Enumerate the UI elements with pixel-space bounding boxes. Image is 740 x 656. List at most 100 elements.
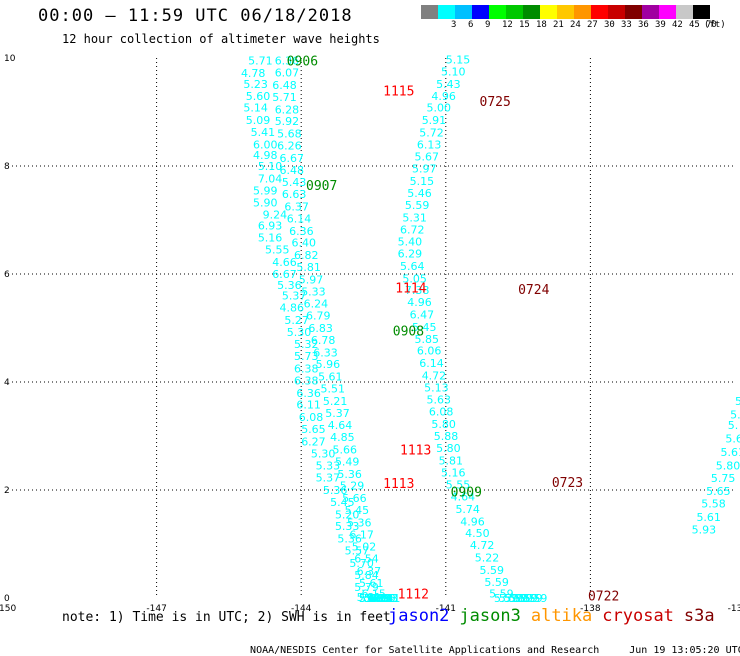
x-tick-label: -141 — [436, 604, 456, 614]
wave-height-value: 5.32 — [294, 338, 319, 351]
wave-height-value: 5.30 — [287, 326, 312, 339]
legend-swatch — [421, 5, 438, 19]
legend-labels: 3 6 9 12 15 18 21 24 27 30 33 36 39 42 45 70 (ft) — [421, 19, 726, 33]
legend-label: 36 — [638, 20, 649, 30]
wave-height-value: 5.21 — [323, 395, 348, 408]
x-tick-label: -144 — [291, 604, 312, 614]
wave-height-value: 5.16 — [441, 467, 466, 480]
wave-height-value: 6.11 — [296, 399, 321, 412]
wave-height-value: 5.72 — [419, 127, 444, 140]
legend-label: 39 — [655, 20, 666, 30]
wave-height-value: 5.66 — [342, 492, 367, 505]
wave-height-value: 5.58 — [366, 592, 391, 605]
wave-height-value: 5.33 — [301, 285, 326, 298]
wave-height-value: 5.43 — [436, 78, 461, 91]
x-tick-label: -147 — [146, 604, 166, 614]
wave-height-value: 7.04 — [258, 172, 283, 185]
legend-label: 6 — [468, 20, 474, 30]
wave-height-value: 5.02 — [352, 541, 377, 554]
legend-swatch — [625, 5, 642, 19]
wave-height-value: 5.39 — [366, 592, 391, 605]
legend-label: 45 — [689, 20, 700, 30]
legend-label: 18 — [536, 20, 547, 30]
footer-date: Jun 19 13:05:20 UTC 2018 — [629, 645, 740, 656]
legend-swatch — [472, 5, 489, 19]
wave-height-value: 5.36 — [323, 484, 348, 497]
wave-height-value: 5.81 — [439, 454, 464, 467]
pass-time-label: 0908 — [393, 325, 424, 340]
chart-title: 00:00 – 11:59 UTC 06/18/2018 — [38, 6, 353, 26]
wave-height-value: 5.71 — [272, 91, 297, 104]
wave-height-value: 5.36 — [347, 516, 372, 529]
legend-label: 70 — [706, 20, 717, 30]
wave-height-value: 5.59 — [489, 588, 514, 601]
wave-height-value: 5.22 — [475, 552, 500, 565]
legend-swatch — [642, 5, 659, 19]
legend-swatch — [574, 5, 591, 19]
wave-height-value: 5.71 — [248, 55, 273, 68]
pass-time-label: 1113 — [383, 477, 414, 492]
pass-time-label: 0906 — [287, 55, 318, 70]
wave-height-value: 5.88 — [434, 430, 459, 443]
satellite-label: s3a — [683, 606, 715, 626]
wave-height-value: 6.78 — [311, 334, 336, 347]
wave-height-value: 5.65 — [706, 485, 731, 498]
legend-swatch — [676, 5, 693, 19]
wave-height-value: 5.14 — [243, 102, 267, 115]
wave-height-value: 6.36 — [296, 387, 321, 400]
y-tick-label: 10 — [4, 54, 16, 64]
axis-ticks: -150 -147 -144 -141 -138 -13 0 2 4 6 8 10 — [0, 54, 740, 614]
pass-time-label: 1114 — [395, 282, 426, 297]
wave-height-value: 5.84 — [354, 569, 379, 582]
wave-height-value: 4.50 — [465, 527, 490, 540]
wave-height-value: 5.36 — [277, 279, 302, 292]
wave-height-value: 5.50 — [371, 592, 396, 605]
wave-height-value: 5.37 — [325, 407, 350, 420]
wave-height-value: 6.53 — [374, 592, 399, 605]
wave-height-value: 5.75 — [711, 472, 736, 485]
wave-height-value: 5.79 — [354, 581, 379, 594]
legend-label: 15 — [519, 20, 530, 30]
wave-height-value: 6.26 — [277, 139, 302, 152]
legend-swatch — [591, 5, 608, 19]
pass-time-label: 0723 — [552, 476, 583, 491]
wave-height-value: 6.48 — [280, 164, 305, 177]
satellite-label: altika — [530, 606, 593, 626]
wave-height-value: 4.64 — [451, 490, 476, 503]
pass-time-label: 0907 — [306, 179, 337, 194]
note-text: note: 1) Time is in UTC; 2) SWH is in fe… — [62, 610, 391, 625]
wave-height-value: 5.55 — [265, 244, 290, 257]
wave-height-value: 5. — [730, 408, 740, 421]
wave-height-value: 5.59 — [508, 592, 532, 605]
pass-time-label: 0722 — [588, 589, 619, 604]
wave-height-value: 5.60 — [246, 90, 271, 103]
wave-height-value: 6.93 — [258, 219, 283, 232]
wave-height-value: 5.59 — [480, 564, 505, 577]
wave-height-value: 5.13 — [424, 381, 449, 394]
legend-swatch — [455, 5, 472, 19]
wave-height-value: 6.67 — [280, 152, 305, 165]
x-tick-label: -150 — [0, 604, 16, 614]
wave-height-value: 5.99 — [253, 184, 278, 197]
wave-height-value: 5.65 — [301, 423, 326, 436]
wave-height-value: 5.15 — [410, 175, 435, 188]
wave-height-value: 4.64 — [328, 419, 353, 432]
wave-height-value: 5.92 — [275, 115, 300, 128]
wave-height-value: 6.79 — [306, 310, 331, 323]
wave-height-value: 5.85 — [414, 333, 439, 346]
wave-height-value: 5.91 — [422, 114, 447, 127]
wave-height-value: 5.63 — [359, 592, 384, 605]
wave-height-value: 5.27 — [284, 314, 309, 327]
wave-height-value: 5.66 — [333, 444, 358, 457]
legend-label: 27 — [587, 20, 598, 30]
x-tick-label: -13 — [728, 604, 740, 614]
wave-height-value: 5.67 — [414, 150, 439, 163]
wave-height-value: 5.93 — [692, 523, 717, 536]
wave-height-value: 4.78 — [241, 67, 266, 80]
wave-height-value: 4.72 — [470, 539, 495, 552]
wave-height-value: 5.59 — [518, 592, 543, 605]
wave-height-value: 6.40 — [292, 237, 317, 250]
y-tick-label: 0 — [4, 594, 10, 604]
wave-height-value: 6.14 — [287, 212, 312, 225]
legend-swatch — [489, 5, 506, 19]
